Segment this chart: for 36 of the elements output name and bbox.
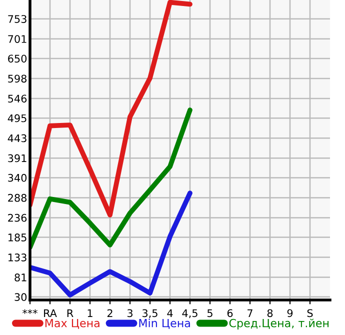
x-tick-label: 9 [287, 309, 293, 318]
y-tick-label: 650 [8, 54, 27, 63]
legend-label: Max Цена [45, 319, 100, 329]
line-series [30, 108, 192, 250]
legend-label: Сред.Цена, т.йен [229, 318, 329, 330]
x-tick-label: *** [22, 309, 38, 314]
x-tick-label: S [307, 309, 313, 318]
x-tick-label: 7 [248, 309, 252, 317]
x-tick-label: 3,5 [142, 309, 158, 318]
y-tick-label: 288 [8, 194, 27, 202]
y-tick-label: 443 [8, 134, 26, 142]
x-tick-label: 5 [207, 309, 212, 318]
y-tick-label: 701 [8, 35, 26, 43]
x-tick-label: 4,5 [182, 309, 198, 318]
x-tick-label: 8 [267, 309, 273, 318]
y-tick-label: 133 [8, 254, 26, 262]
y-tick-label: 185 [8, 234, 26, 242]
x-tick-label: 6 [227, 309, 233, 318]
x-tick-label: 2 [107, 309, 112, 317]
x-tick-label: RA [44, 309, 57, 317]
x-tick-label: 1 [88, 309, 92, 317]
x-tick-label: R [67, 309, 74, 317]
y-tick-label: 546 [8, 94, 27, 103]
line-series [30, 0, 192, 218]
y-tick-label: 30 [14, 293, 27, 302]
y-tick-label: 81 [14, 274, 26, 282]
y-tick-label: 495 [8, 114, 26, 122]
y-tick-label: 391 [8, 154, 26, 162]
y-tick-label: 753 [8, 15, 26, 23]
y-tick-label: 236 [8, 214, 27, 222]
x-tick-label: 4 [167, 309, 173, 317]
y-tick-label: 598 [8, 74, 27, 83]
line-series [30, 190, 192, 298]
legend-label: Min Цена [139, 318, 190, 329]
y-tick-label: 340 [8, 174, 27, 182]
x-tick-label: 3 [127, 309, 132, 318]
